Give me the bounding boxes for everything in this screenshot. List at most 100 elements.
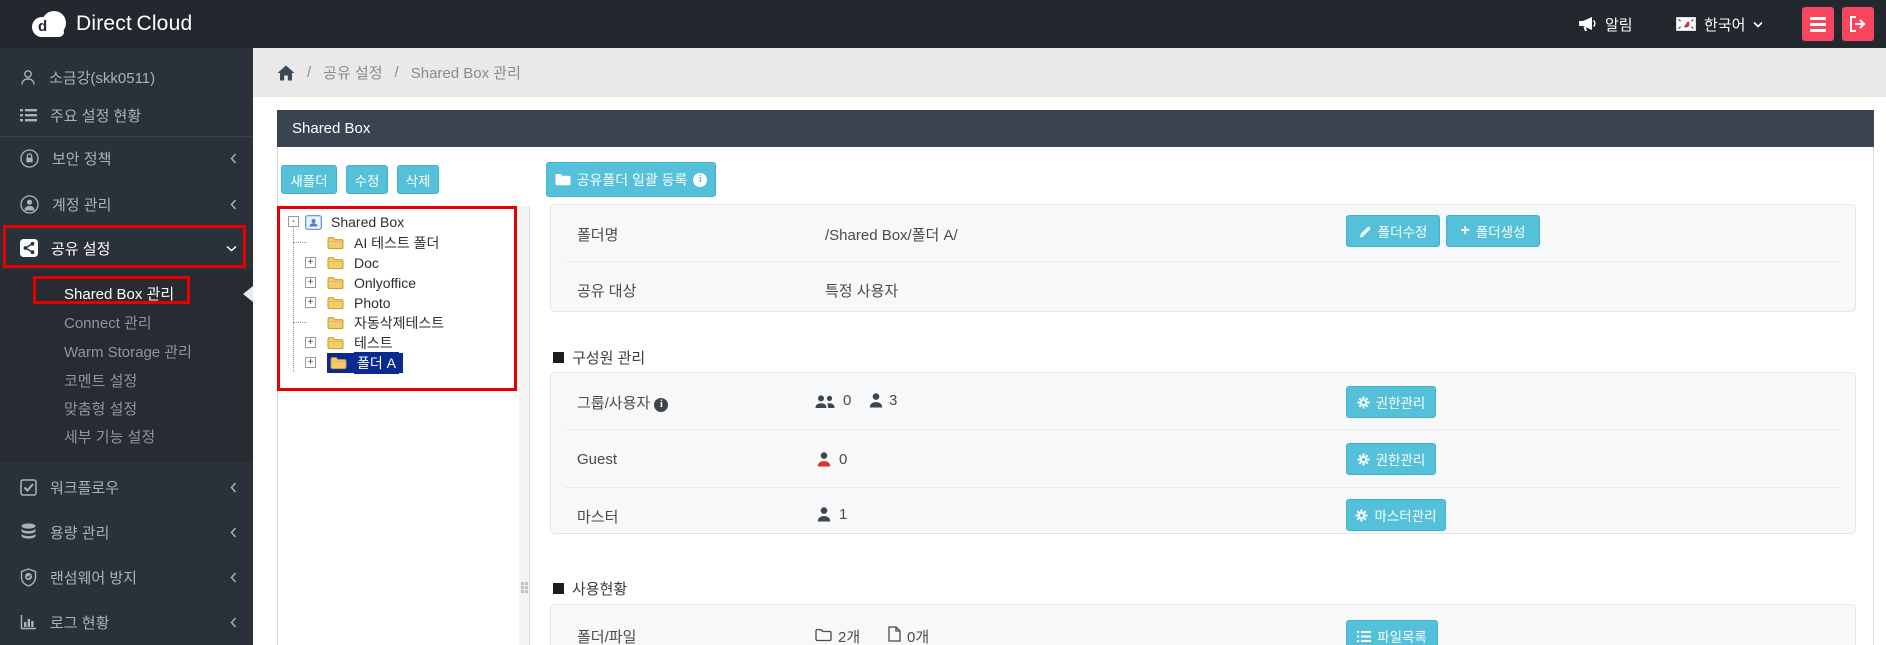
sidebar-item-account[interactable]: 계정 관리 — [0, 190, 253, 218]
folder-create-button[interactable]: + 폴더생성 — [1446, 215, 1540, 247]
panel-header: Shared Box — [277, 110, 1874, 147]
chevron-left-icon — [230, 527, 237, 538]
sidebar-item-workflow[interactable]: 워크플로우 — [0, 473, 253, 501]
tree-connector — [293, 242, 307, 243]
sidebar-user-label: 소금강(skk0511) — [49, 69, 156, 87]
tree-row[interactable]: AI 테스트 폴더 — [327, 233, 442, 253]
chevron-down-icon — [226, 245, 237, 252]
chevron-down-icon — [1753, 21, 1763, 28]
sidebar-item-share[interactable]: 공유 설정 — [0, 234, 253, 262]
tree-expander[interactable]: - — [288, 216, 299, 227]
user-circle-icon — [20, 194, 39, 214]
hamburger-icon — [1810, 16, 1826, 32]
group-count: 0 — [843, 392, 852, 409]
pencil-icon — [1359, 225, 1372, 238]
home-icon[interactable] — [277, 65, 295, 81]
button-label: 공유폴더 일괄 등록 — [576, 171, 688, 188]
bulk-register-button[interactable]: 공유폴더 일괄 등록 i — [546, 162, 716, 197]
menu-toggle-button[interactable] — [1802, 7, 1834, 41]
sidebar-item-ransomware[interactable]: 랜섬웨어 방지 — [0, 563, 253, 591]
folder-edit-button[interactable]: 폴더수정 — [1346, 215, 1440, 247]
sidebar-item-detail[interactable]: 세부 기능 설정 — [0, 423, 253, 449]
tree-row[interactable]: Onlyoffice — [327, 273, 419, 293]
submenu-label: 코멘트 설정 — [64, 372, 138, 390]
breadcrumb-separator: / — [307, 64, 312, 81]
sidebar-item-label: 용량 관리 — [50, 524, 110, 542]
folder-name-label: 폴더명 — [577, 227, 619, 244]
folder-outline-icon — [815, 628, 832, 642]
brand-logo[interactable]: d Direct Cloud — [30, 9, 192, 39]
button-label: 권한관리 — [1375, 396, 1426, 411]
megaphone-icon — [1578, 16, 1597, 32]
guest-permission-button[interactable]: 권한관리 — [1346, 443, 1436, 475]
tree-row[interactable]: Photo — [327, 293, 394, 313]
tree-expander[interactable]: + — [305, 257, 316, 268]
edit-button[interactable]: 수정 — [346, 165, 388, 194]
tree-row[interactable]: 자동삭제테스트 — [327, 313, 447, 333]
top-navbar: d Direct Cloud 알림 — [0, 0, 1886, 48]
member-box — [550, 372, 1856, 534]
tree-item-label: 폴더 A — [354, 352, 399, 374]
sidebar-divider — [0, 136, 253, 137]
gear-icon — [1357, 396, 1370, 409]
new-folder-button[interactable]: 새폴더 — [281, 165, 337, 194]
sidebar-item-connect[interactable]: Connect 관리 — [0, 309, 253, 335]
chevron-left-icon — [230, 482, 237, 493]
usage-box — [550, 604, 1856, 645]
folder-name-value: /Shared Box/폴더 A/ — [825, 227, 958, 244]
breadcrumb-share-settings[interactable]: 공유 설정 — [323, 65, 383, 82]
logout-button[interactable] — [1842, 7, 1874, 41]
sidebar: 소금강(skk0511) 주요 설정 현황 보안 정책 계정 관리 — [0, 48, 253, 645]
tree-item-label: Shared Box — [331, 214, 405, 230]
master-manage-button[interactable]: 마스터관리 — [1346, 499, 1446, 531]
section-title-label: 사용현황 — [572, 581, 628, 598]
tree-expander[interactable]: + — [305, 357, 316, 368]
sidebar-item-label: 워크플로우 — [50, 479, 120, 497]
tree-expander[interactable]: + — [305, 337, 316, 348]
sidebar-item-security[interactable]: 보안 정책 — [0, 144, 253, 172]
sidebar-user[interactable]: 소금강(skk0511) — [0, 63, 253, 91]
button-label: 마스터관리 — [1374, 509, 1437, 524]
shield-check-icon — [20, 567, 37, 587]
language-selector[interactable]: 한국어 — [1676, 0, 1763, 48]
button-label: 폴더생성 — [1475, 225, 1526, 240]
sidebar-item-overview[interactable]: 주요 설정 현황 — [0, 101, 253, 129]
button-label: 새폴더 — [290, 173, 328, 189]
delete-button[interactable]: 삭제 — [397, 165, 439, 194]
panel-splitter[interactable] — [519, 206, 530, 645]
sidebar-item-comment[interactable]: 코멘트 설정 — [0, 367, 253, 393]
sidebar-item-label: 주요 설정 현황 — [50, 107, 142, 125]
info-icon[interactable]: i — [693, 172, 708, 187]
share-target-value: 특정 사용자 — [825, 283, 899, 300]
tree-expander[interactable]: + — [305, 277, 316, 288]
bar-chart-icon — [20, 614, 37, 630]
file-outline-icon — [888, 626, 901, 642]
tree-row-selected[interactable]: 폴더 A — [327, 352, 403, 374]
file-list-button[interactable]: 파일목록 — [1346, 620, 1438, 645]
database-icon — [20, 523, 37, 541]
tree-row[interactable]: Doc — [327, 253, 382, 273]
share-submenu: Shared Box 관리 Connect 관리 Warm Storage 관리… — [0, 270, 253, 462]
guest-count: 0 — [839, 451, 848, 468]
info-icon[interactable]: i — [654, 397, 669, 412]
plus-icon: + — [1460, 222, 1470, 239]
folder-icon — [555, 173, 571, 186]
sidebar-item-log[interactable]: 로그 현황 — [0, 608, 253, 636]
submenu-label: Shared Box 관리 — [64, 285, 175, 303]
folder-tree: Shared Box - AI 테스트 폴더 Doc + Onlyoffice … — [277, 206, 518, 391]
notice-menu[interactable]: 알림 — [1578, 0, 1633, 48]
svg-text:d: d — [38, 18, 47, 35]
group-permission-button[interactable]: 권한관리 — [1346, 386, 1436, 418]
sidebar-item-sharedbox[interactable]: Shared Box 관리 — [0, 280, 253, 306]
button-label: 폴더수정 — [1377, 225, 1428, 240]
tree-row[interactable]: 테스트 — [327, 333, 396, 353]
sidebar-item-label: 계정 관리 — [52, 196, 112, 214]
user-outline-icon — [20, 69, 36, 86]
tree-row-root[interactable]: Shared Box — [305, 212, 407, 232]
section-title-label: 구성원 관리 — [572, 350, 646, 367]
tree-expander[interactable]: + — [305, 297, 316, 308]
sidebar-item-custom[interactable]: 맞춤형 설정 — [0, 395, 253, 421]
sidebar-item-warmstorage[interactable]: Warm Storage 관리 — [0, 338, 253, 364]
sidebar-item-capacity[interactable]: 용량 관리 — [0, 518, 253, 546]
folder-icon — [327, 276, 344, 290]
